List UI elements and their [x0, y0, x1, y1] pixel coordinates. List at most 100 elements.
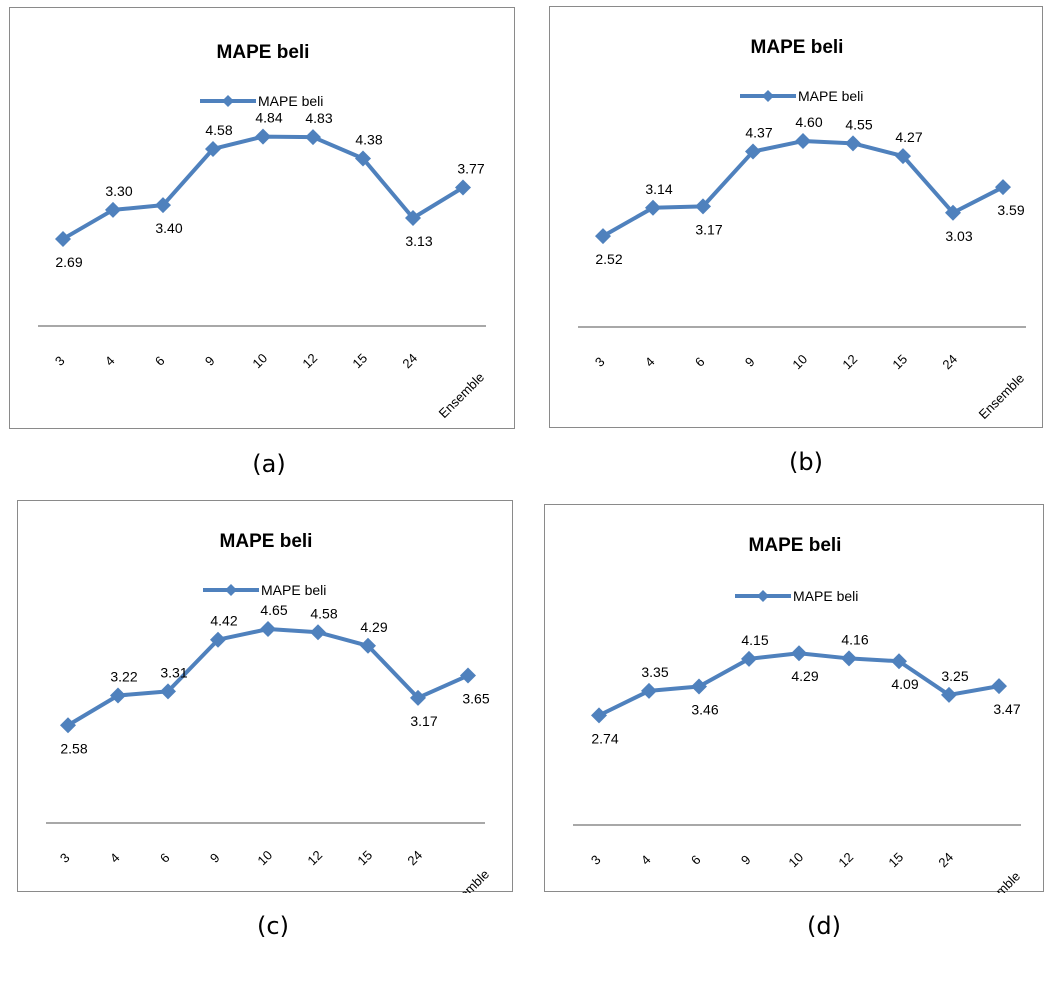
- legend-marker: [225, 584, 237, 596]
- data-point: [841, 650, 857, 667]
- data-point: [210, 631, 226, 648]
- data-label: 3.35: [641, 664, 668, 680]
- data-label: 4.29: [791, 668, 818, 684]
- x-tick-label: 12: [839, 351, 860, 372]
- data-point: [895, 148, 911, 165]
- data-label: 3.14: [645, 181, 672, 197]
- legend-marker: [222, 95, 234, 107]
- series-line: [598, 651, 1000, 718]
- data-label: 4.27: [895, 129, 922, 145]
- chart-frame-b: MAPE beli MAPE beli 2.52 3 3.14 4 3.17 6 4.37 9 4.…: [549, 6, 1043, 428]
- data-label: 4.65: [260, 602, 287, 618]
- x-tick-label: 3: [52, 353, 68, 369]
- legend: MAPE beli: [735, 588, 858, 604]
- data-point: [891, 653, 907, 670]
- legend: MAPE beli: [200, 93, 323, 109]
- x-tick-label: 12: [299, 350, 320, 371]
- data-point: [305, 129, 321, 146]
- data-point: [695, 198, 711, 215]
- data-point: [60, 717, 76, 734]
- x-tick-label: 3: [592, 354, 608, 370]
- data-label: 2.52: [595, 251, 622, 267]
- data-label: 4.83: [305, 110, 332, 126]
- data-point: [591, 707, 607, 724]
- x-tick-label: 10: [249, 350, 270, 371]
- data-label: 4.15: [741, 632, 768, 648]
- legend-label: MAPE beli: [258, 93, 323, 109]
- data-point: [455, 179, 471, 196]
- data-point: [260, 621, 276, 638]
- chart-frame-c: MAPE beli MAPE beli 2.58 3 3.22 4 3.31 6 4.42 9 4.…: [17, 500, 513, 918]
- data-label: 3.17: [410, 713, 437, 729]
- x-tick-label: 15: [354, 847, 375, 868]
- data-point: [360, 637, 376, 654]
- caption-c: (c): [257, 912, 289, 940]
- x-tick-label: 10: [789, 351, 810, 372]
- chart-title: MAPE beli: [749, 535, 842, 556]
- data-label: 4.58: [205, 122, 232, 138]
- data-point: [310, 624, 326, 641]
- x-tick-label: 9: [202, 353, 218, 369]
- data-point: [991, 678, 1007, 695]
- data-label: 3.03: [945, 228, 972, 244]
- chart-frame-a: MAPE beli MAPE beli 2.69 3 3.30 4 3.40 6 4.58 9 4.…: [9, 7, 515, 429]
- line-chart-d: MAPE beli MAPE beli 2.74 3 3.35 4 3.46 6 4.15 9 4.…: [573, 535, 1023, 920]
- data-point: [995, 179, 1011, 196]
- chart-title: MAPE beli: [217, 42, 310, 63]
- data-label: 2.69: [55, 254, 82, 270]
- legend-label: MAPE beli: [261, 582, 326, 598]
- x-tick-label: 9: [738, 852, 754, 868]
- data-label: 3.46: [691, 702, 718, 718]
- x-tick-label: 4: [107, 850, 123, 866]
- data-label: 3.25: [941, 668, 968, 684]
- legend-label: MAPE beli: [798, 88, 863, 104]
- data-point: [105, 201, 121, 218]
- data-label: 4.42: [210, 613, 237, 629]
- legend: MAPE beli: [203, 582, 326, 598]
- x-tick-label: Ensemble: [972, 869, 1023, 893]
- data-point: [795, 133, 811, 150]
- x-tick-label: 12: [835, 849, 856, 870]
- data-point: [410, 689, 426, 706]
- x-tick-label: Ensemble: [976, 371, 1027, 422]
- data-label: 3.65: [462, 691, 489, 707]
- data-label: 3.40: [155, 220, 182, 236]
- data-point: [255, 128, 271, 145]
- x-tick-label: 6: [692, 354, 708, 370]
- x-tick-label: 4: [102, 353, 118, 369]
- data-point: [791, 645, 807, 662]
- x-tick-label: 24: [935, 849, 956, 870]
- caption-d: (d): [807, 912, 841, 940]
- x-tick-label: 15: [349, 350, 370, 371]
- data-point: [155, 197, 171, 214]
- data-point: [110, 687, 126, 704]
- data-label: 3.30: [105, 183, 132, 199]
- data-label: 3.22: [110, 669, 137, 685]
- x-tick-label: 12: [304, 847, 325, 868]
- data-point: [741, 650, 757, 667]
- x-tick-label: 4: [642, 354, 658, 370]
- data-label: 3.77: [457, 161, 484, 177]
- data-label: 2.58: [60, 740, 87, 756]
- data-label: 4.84: [255, 110, 282, 126]
- chart-frame-d: MAPE beli MAPE beli 2.74 3 3.35 4 3.46 6 4.15 9 4.…: [544, 504, 1044, 920]
- data-label: 4.55: [845, 116, 872, 132]
- data-point: [941, 686, 957, 703]
- data-point: [160, 683, 176, 700]
- caption-b: (b): [789, 448, 823, 476]
- x-tick-label: 24: [939, 351, 960, 372]
- data-point: [595, 228, 611, 245]
- x-tick-label: 3: [588, 852, 604, 868]
- data-label: 4.16: [841, 631, 868, 647]
- x-tick-label: 9: [742, 354, 758, 370]
- data-label: 3.59: [997, 202, 1024, 218]
- data-point: [645, 199, 661, 216]
- x-tick-label: Ensemble: [441, 867, 492, 893]
- data-label: 4.60: [795, 114, 822, 130]
- x-tick-label: 15: [889, 351, 910, 372]
- data-label: 4.38: [355, 132, 382, 148]
- line-chart-b: MAPE beli MAPE beli 2.52 3 3.14 4 3.17 6 4.37 9 4.…: [578, 37, 1027, 422]
- data-point: [460, 667, 476, 684]
- data-point: [745, 143, 761, 160]
- data-point: [355, 150, 371, 167]
